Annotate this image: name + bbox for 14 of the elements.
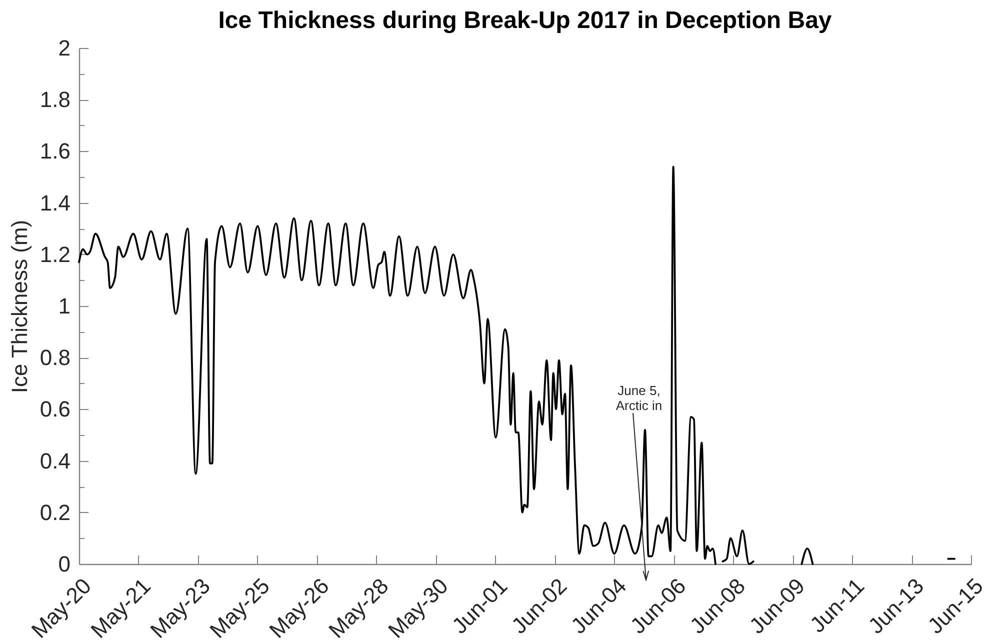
y-tick-label: 0.4 <box>40 448 70 474</box>
y-axis-title: Ice Thickness (m) <box>6 220 32 394</box>
y-tick-label: 0 <box>58 552 70 576</box>
chart-title: Ice Thickness during Break-Up 2017 in Deception Bay <box>218 7 832 34</box>
y-tick-label: 0.8 <box>40 345 70 370</box>
y-tick-label: 0.6 <box>40 396 70 422</box>
annotation: June 5, Arctic in <box>616 383 662 413</box>
y-tick-label: 1.4 <box>40 190 70 216</box>
y-tick-label: 2 <box>58 36 70 60</box>
y-tick-label: 1 <box>58 294 70 318</box>
y-tick-label: 0.2 <box>40 500 70 525</box>
y-tick-label: 1.8 <box>40 87 70 112</box>
y-tick-label: 1.2 <box>40 242 70 267</box>
y-tick-label: 1.6 <box>40 138 70 164</box>
